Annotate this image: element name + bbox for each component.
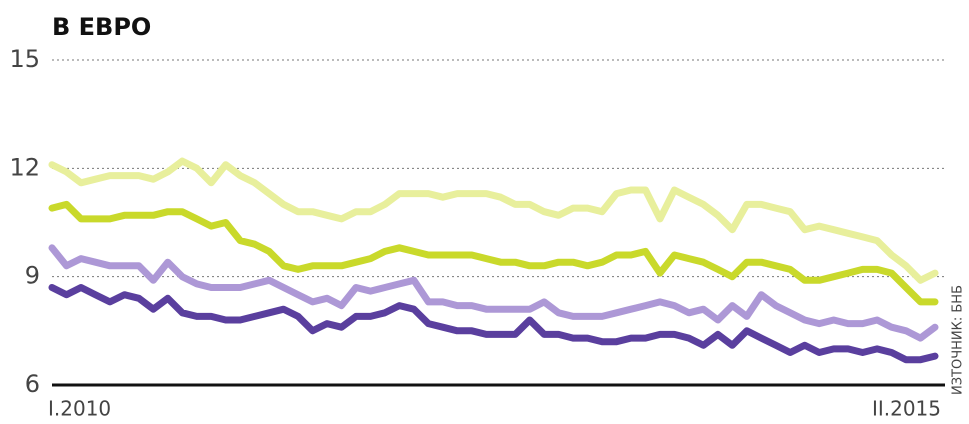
x-tick-label: II.2015 — [872, 397, 941, 421]
y-tick-label: 9 — [25, 262, 40, 290]
source: ИЗТОЧНИК: БНБ — [951, 285, 966, 395]
y-tick-label: 15 — [9, 45, 40, 73]
series-line — [48, 157, 939, 284]
series-line — [48, 200, 939, 306]
series-line — [48, 284, 939, 364]
chart-title: В ЕВРО — [52, 13, 151, 41]
x-tick-label: I.2010 — [48, 397, 111, 421]
y-tick-label: 12 — [9, 153, 40, 181]
series-line — [48, 244, 939, 342]
y-tick-label: 6 — [25, 370, 40, 398]
